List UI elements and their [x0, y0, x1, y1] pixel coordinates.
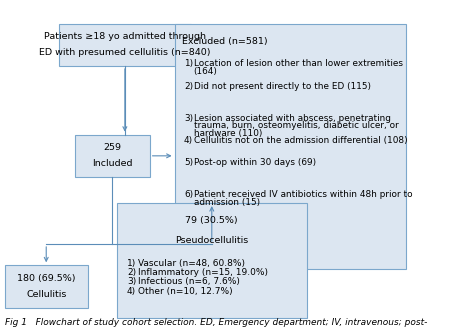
Text: Lesion associated with abscess, penetrating: Lesion associated with abscess, penetrat…	[193, 114, 391, 123]
Text: Location of lesion other than lower extremities: Location of lesion other than lower extr…	[193, 59, 402, 69]
Text: Infectious (n=6, 7.6%): Infectious (n=6, 7.6%)	[138, 277, 240, 286]
Text: hardware (110): hardware (110)	[193, 129, 262, 138]
Text: Cellulitis not on the admission differential (108): Cellulitis not on the admission differen…	[193, 136, 407, 145]
Text: 79 (30.5%): 79 (30.5%)	[185, 216, 238, 225]
Text: admission (15): admission (15)	[193, 198, 260, 207]
Text: 1): 1)	[127, 259, 136, 268]
Text: 3): 3)	[127, 277, 136, 286]
Text: 2): 2)	[127, 268, 136, 277]
Text: Patient received IV antibiotics within 48h prior to: Patient received IV antibiotics within 4…	[193, 190, 412, 199]
Text: ED with presumed cellulitis (n=840): ED with presumed cellulitis (n=840)	[39, 49, 210, 57]
Text: Pseudocellulitis: Pseudocellulitis	[175, 236, 248, 245]
Text: 1): 1)	[184, 59, 193, 69]
Text: 4): 4)	[127, 287, 136, 296]
Text: Post-op within 30 days (69): Post-op within 30 days (69)	[193, 158, 316, 167]
Text: Excluded (n=581): Excluded (n=581)	[182, 37, 268, 46]
Text: 5): 5)	[184, 158, 193, 167]
FancyBboxPatch shape	[5, 265, 88, 308]
FancyBboxPatch shape	[75, 134, 150, 177]
Text: Cellulitis: Cellulitis	[26, 290, 66, 299]
FancyBboxPatch shape	[174, 24, 406, 269]
Text: 2): 2)	[184, 82, 193, 91]
FancyBboxPatch shape	[59, 24, 191, 66]
Text: Inflammatory (n=15, 19.0%): Inflammatory (n=15, 19.0%)	[138, 268, 268, 277]
Text: 3): 3)	[184, 114, 193, 123]
Text: 180 (69.5%): 180 (69.5%)	[17, 274, 75, 283]
Text: 4): 4)	[184, 136, 193, 145]
Text: Vascular (n=48, 60.8%): Vascular (n=48, 60.8%)	[138, 259, 245, 268]
Text: Did not present directly to the ED (115): Did not present directly to the ED (115)	[193, 82, 371, 91]
Text: Other (n=10, 12.7%): Other (n=10, 12.7%)	[138, 287, 233, 296]
Text: Fig 1   Flowchart of study cohort selection. ED, Emergency department; IV, intra: Fig 1 Flowchart of study cohort selectio…	[5, 318, 427, 327]
Text: Included: Included	[92, 159, 133, 169]
Text: (164): (164)	[193, 67, 218, 76]
Text: 259: 259	[103, 143, 121, 152]
Text: 6): 6)	[184, 190, 193, 199]
Text: Patients ≥18 yo admitted through: Patients ≥18 yo admitted through	[44, 32, 206, 41]
Text: trauma, burn, osteomyelitis, diabetic ulcer, or: trauma, burn, osteomyelitis, diabetic ul…	[193, 121, 398, 130]
FancyBboxPatch shape	[117, 203, 307, 318]
